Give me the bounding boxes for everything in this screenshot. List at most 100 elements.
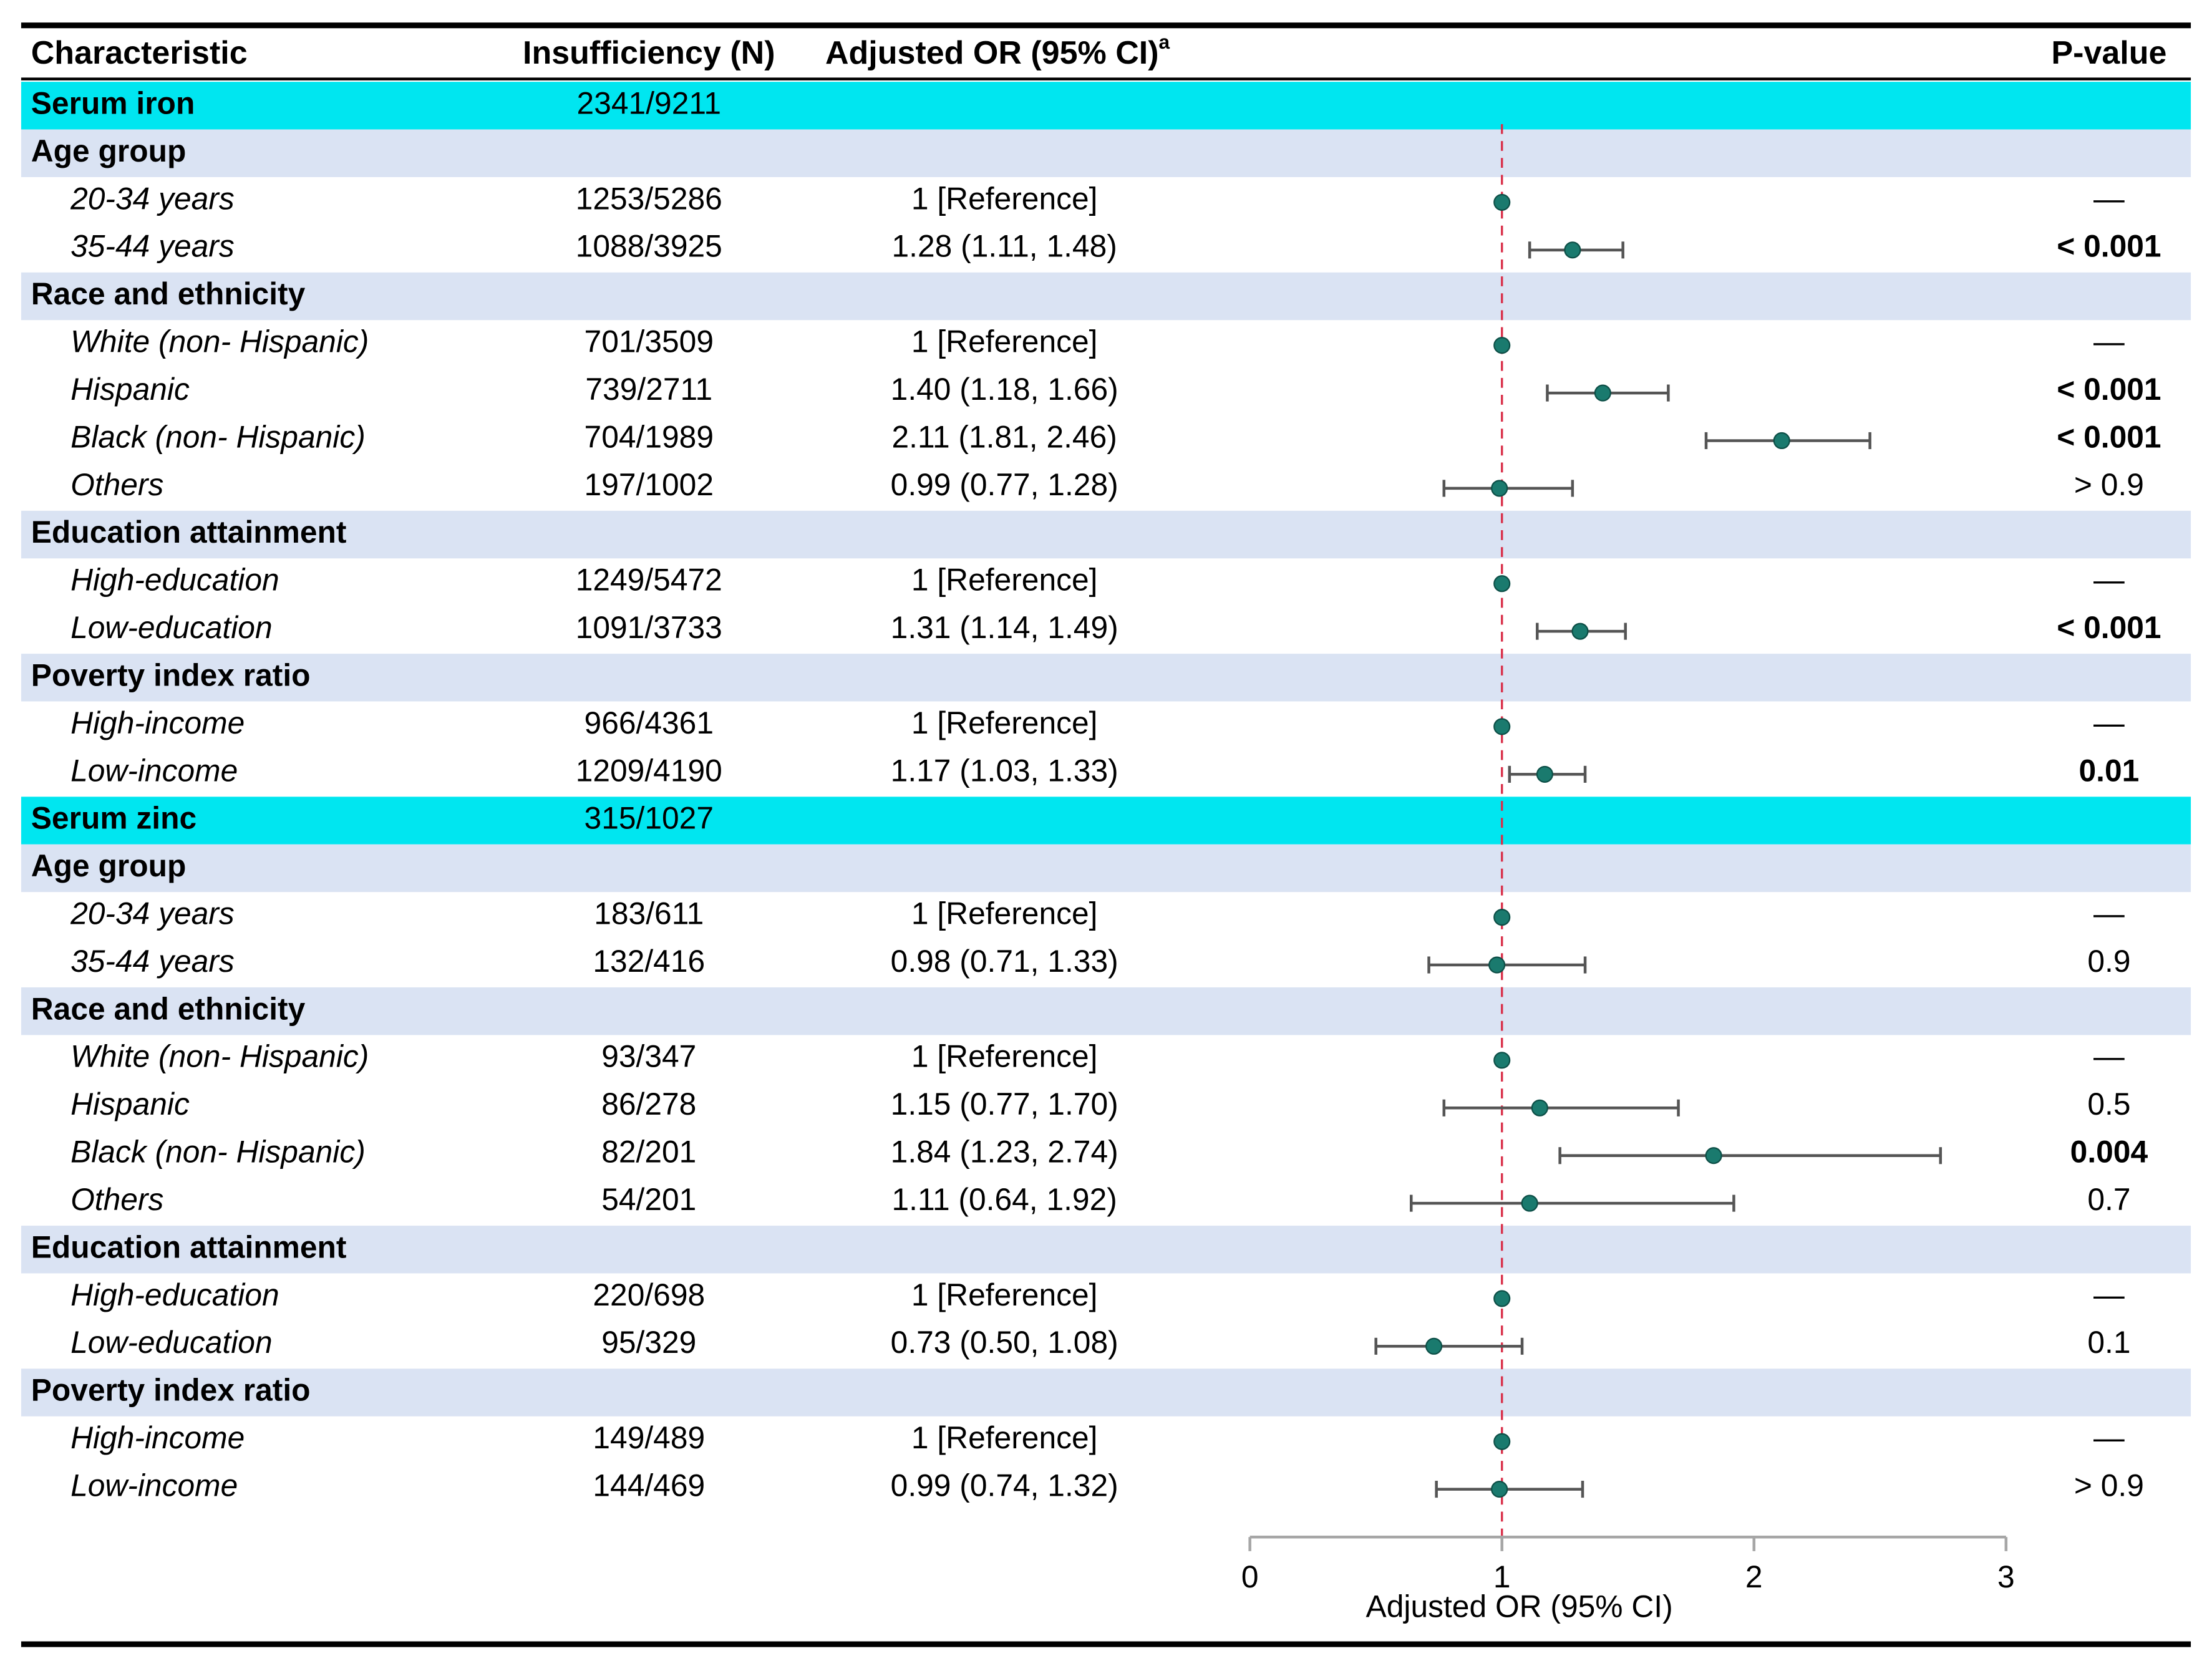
p-value: 0.9 (2087, 944, 2130, 979)
row-label: High-income (70, 1420, 245, 1455)
group-band (21, 654, 2191, 702)
n-value: 701/3509 (585, 324, 714, 359)
group-label: Poverty index ratio (31, 657, 311, 692)
n-value: 144/469 (593, 1468, 705, 1503)
n-value: 149/489 (593, 1420, 705, 1455)
estimate-point (1493, 1052, 1511, 1069)
n-value: 704/1989 (585, 419, 714, 454)
or-ci-text: 1 [Reference] (911, 324, 1098, 359)
x-tick-label: 3 (1997, 1559, 2015, 1594)
section-band (21, 82, 2191, 130)
n-value: 54/201 (601, 1182, 696, 1217)
group-label: Education attainment (31, 515, 347, 550)
n-value: 132/416 (593, 944, 705, 979)
row-label: Others (70, 467, 163, 502)
p-value: 0.5 (2087, 1087, 2130, 1121)
column-header: P-value (2051, 35, 2166, 71)
row-label: 35-44 years (70, 229, 235, 264)
group-band (21, 987, 2191, 1035)
row-label: 20-34 years (70, 181, 235, 216)
content: Characteristic Insufficiency (N) Adjusted … (31, 31, 2167, 1624)
x-tick-label: 0 (1241, 1559, 1259, 1594)
p-value: 0.01 (2079, 753, 2139, 788)
x-tick-label: 2 (1745, 1559, 1763, 1594)
group-band (21, 272, 2191, 321)
row-label: Low-income (70, 1468, 238, 1503)
row-label: Low-income (70, 753, 238, 788)
estimate-point (1493, 193, 1511, 211)
section-band (21, 797, 2191, 845)
row-label: White (non- Hispanic) (70, 324, 369, 359)
or-ci-text: 1.31 (1.14, 1.49) (891, 610, 1118, 645)
group-band (21, 844, 2191, 893)
row-label: Low-education (70, 610, 273, 645)
row-label: High-education (70, 1277, 279, 1312)
estimate-point (1773, 432, 1790, 450)
p-value: < 0.001 (2057, 372, 2161, 407)
row-label: 35-44 years (70, 944, 235, 979)
p-value: 0.004 (2070, 1135, 2148, 1170)
group-label: Poverty index ratio (31, 1373, 311, 1408)
n-value: 2341/9211 (577, 85, 721, 120)
estimate-point (1564, 241, 1581, 259)
or-ci-text: 1.15 (0.77, 1.70) (891, 1087, 1118, 1121)
or-ci-text: 1 [Reference] (911, 181, 1098, 216)
or-ci-text: 1.17 (1.03, 1.33) (891, 753, 1118, 788)
n-value: 1209/4190 (576, 753, 722, 788)
or-ci-text: 1 [Reference] (911, 1277, 1098, 1312)
p-value: 0.1 (2087, 1325, 2130, 1360)
group-band (21, 1368, 2191, 1417)
column-header: Characteristic (31, 35, 248, 71)
or-ci-text: 1 [Reference] (911, 1420, 1098, 1455)
n-value: 183/611 (594, 896, 704, 931)
p-value: < 0.001 (2057, 229, 2161, 264)
group-band (21, 129, 2191, 177)
group-label: Education attainment (31, 1229, 347, 1264)
group-band (21, 1226, 2191, 1274)
group-label: Age group (31, 133, 187, 168)
p-value: 0.7 (2087, 1182, 2130, 1217)
n-value: 966/4361 (585, 705, 714, 740)
row-label: Hispanic (70, 1087, 190, 1121)
estimate-point (1493, 575, 1511, 593)
estimate-point (1493, 718, 1511, 735)
n-value: 82/201 (601, 1135, 696, 1170)
row-label: Black (non- Hispanic) (70, 1135, 366, 1170)
p-value: — (2093, 1039, 2125, 1074)
estimate-point (1425, 1337, 1443, 1355)
or-ci-text: 1.84 (1.23, 2.74) (891, 1135, 1118, 1170)
n-value: 95/329 (601, 1325, 696, 1360)
n-value: 1253/5286 (576, 181, 722, 216)
n-value: 86/278 (601, 1087, 696, 1121)
group-label: Race and ethnicity (31, 276, 306, 311)
estimate-point (1594, 384, 1611, 402)
p-value: — (2093, 181, 2125, 216)
group-band (21, 510, 2191, 559)
estimate-point (1493, 909, 1511, 926)
n-value: 1091/3733 (576, 610, 722, 645)
p-value: > 0.9 (2074, 467, 2144, 502)
row-label: High-income (70, 705, 245, 740)
or-ci-text: 1 [Reference] (911, 705, 1098, 740)
section-label: Serum zinc (31, 801, 196, 836)
section-label: Serum iron (31, 85, 195, 120)
p-value: — (2093, 563, 2125, 598)
n-value: 1249/5472 (576, 563, 722, 598)
or-ci-text: 0.99 (0.74, 1.32) (891, 1468, 1118, 1503)
estimate-point (1493, 337, 1511, 354)
or-ci-text: 1 [Reference] (911, 896, 1098, 931)
row-label: 20-34 years (70, 896, 235, 931)
row-label: Hispanic (70, 372, 190, 407)
x-axis-label: Adjusted OR (95% CI) (1366, 1589, 1673, 1624)
p-value: — (2093, 324, 2125, 359)
column-header: Adjusted OR (95% CI)a (825, 31, 1170, 70)
estimate-point (1491, 1481, 1508, 1498)
estimate-point (1531, 1099, 1548, 1116)
or-ci-text: 0.73 (0.50, 1.08) (891, 1325, 1118, 1360)
row-bands (21, 82, 2191, 1417)
p-value: > 0.9 (2074, 1468, 2144, 1503)
estimate-point (1521, 1194, 1538, 1212)
or-ci-text: 0.99 (0.77, 1.28) (891, 467, 1118, 502)
